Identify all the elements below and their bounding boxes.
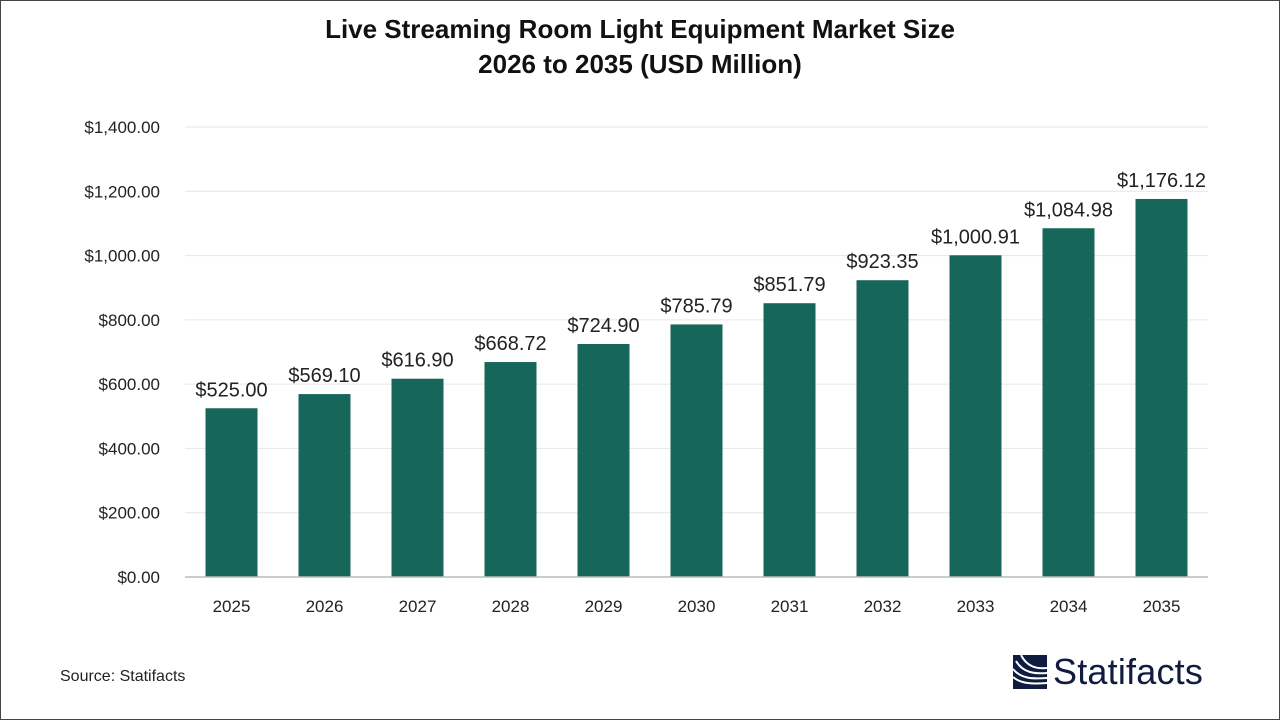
x-tick-label: 2035 xyxy=(1143,597,1181,616)
y-tick-label: $400.00 xyxy=(99,439,160,458)
bar xyxy=(577,343,630,577)
y-tick-label: $1,400.00 xyxy=(84,118,160,137)
x-tick-label: 2028 xyxy=(492,597,530,616)
bar xyxy=(949,255,1002,577)
data-label: $724.90 xyxy=(567,315,639,337)
data-label: $1,000.91 xyxy=(931,226,1020,248)
bar xyxy=(205,408,258,577)
data-label: $1,084.98 xyxy=(1024,199,1113,221)
source-note: Source: Statifacts xyxy=(60,668,186,685)
bar xyxy=(484,362,537,577)
bar xyxy=(298,394,351,577)
data-label: $616.90 xyxy=(381,350,453,372)
y-tick-label: $600.00 xyxy=(99,375,160,394)
x-tick-label: 2025 xyxy=(213,597,251,616)
data-label: $923.35 xyxy=(846,251,918,273)
data-label: $785.79 xyxy=(660,295,732,317)
bar xyxy=(763,303,816,577)
y-tick-label: $0.00 xyxy=(117,568,160,587)
statifacts-logo-icon xyxy=(1013,655,1047,689)
data-label: $525.00 xyxy=(195,379,267,401)
x-tick-label: 2027 xyxy=(399,597,437,616)
bar xyxy=(391,378,444,577)
x-tick-label: 2031 xyxy=(771,597,809,616)
x-tick-label: 2029 xyxy=(585,597,623,616)
x-tick-label: 2026 xyxy=(306,597,344,616)
y-tick-label: $1,000.00 xyxy=(84,247,160,266)
bar xyxy=(856,280,909,577)
x-tick-label: 2030 xyxy=(678,597,716,616)
statifacts-logo: Statifacts xyxy=(1013,651,1203,693)
chart-subtitle: 2026 to 2035 (USD Million) xyxy=(478,49,802,79)
bar xyxy=(1135,198,1188,577)
data-label: $569.10 xyxy=(288,365,360,387)
logo-text: Statifacts xyxy=(1053,651,1204,692)
bar xyxy=(1042,228,1095,578)
data-label: $1,176.12 xyxy=(1117,170,1206,192)
chart-title: Live Streaming Room Light Equipment Mark… xyxy=(325,14,955,44)
x-tick-label: 2033 xyxy=(957,597,995,616)
y-tick-label: $1,200.00 xyxy=(84,182,160,201)
x-tick-label: 2034 xyxy=(1050,597,1088,616)
x-tick-label: 2032 xyxy=(864,597,902,616)
bar xyxy=(670,324,723,577)
y-tick-label: $200.00 xyxy=(99,504,160,523)
data-label: $851.79 xyxy=(753,274,825,296)
data-label: $668.72 xyxy=(474,333,546,355)
y-tick-label: $800.00 xyxy=(99,311,160,330)
